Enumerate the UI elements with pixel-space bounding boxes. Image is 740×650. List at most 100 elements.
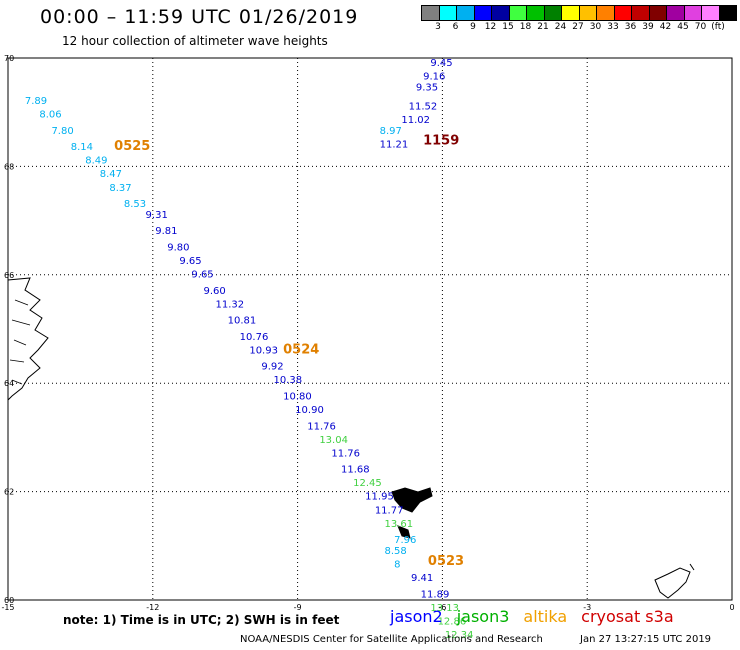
wave-height-value: 9.65 [191, 270, 213, 281]
wave-height-value: 8 [394, 559, 400, 570]
lon-tick-label: -9 [294, 603, 302, 612]
wave-height-value: 8.14 [71, 142, 93, 153]
axis-labels: -15 -12 -9 -6 -3 0 70 68 66 64 62 60 [1, 54, 734, 612]
wave-height-value: 7.80 [51, 126, 73, 137]
wave-height-value: 7.89 [25, 96, 47, 107]
wave-height-value: 12.86 [438, 616, 467, 627]
legend-label: 33 [607, 22, 619, 32]
lon-tick-label: -12 [146, 603, 159, 612]
wave-height-value: 9.92 [261, 362, 283, 373]
legend-label: 15 [502, 22, 514, 32]
satellite-legend: jason2 jason3 altika cryosat s3a [390, 607, 674, 626]
iceland-fjords [9, 299, 31, 385]
wave-height-value: 8.58 [384, 546, 406, 557]
iceland-coast [7, 277, 49, 401]
color-legend [421, 5, 737, 21]
wave-height-value: 10.38 [273, 375, 302, 386]
wave-height-value: 9.81 [155, 226, 177, 237]
legend-label: 6 [452, 22, 459, 32]
legend-label: (ft) [711, 22, 725, 32]
plot-frame [7, 57, 733, 601]
map-grid [7, 57, 733, 601]
wave-height-value: 13.13 [430, 603, 459, 614]
satellite-legend-item: jason2 [390, 607, 443, 626]
wave-height-value: 11.95 [365, 492, 394, 503]
legend-label: 27 [572, 22, 584, 32]
wave-height-value: 13.04 [319, 435, 348, 446]
altimeter-points: 9.45 9.169.35 11.52 11.02 11.21 9.31 9.81 9.80 9… [25, 58, 474, 641]
wave-height-value: 8.97 [380, 126, 402, 137]
legend-swatch [718, 5, 737, 21]
legend-label: 39 [642, 22, 654, 32]
faroe-islands [391, 487, 433, 539]
lon-tick-label: -6 [438, 603, 446, 612]
wave-height-value: 12.34 [445, 630, 474, 641]
wave-height-value: 11.21 [380, 139, 409, 150]
wave-height-value: 11.77 [375, 505, 404, 516]
shetland-islands [654, 563, 695, 599]
lat-tick-label: 60 [4, 596, 14, 605]
wave-height-value: 9.16 [423, 72, 445, 83]
wave-height-value: 10.90 [295, 405, 324, 416]
wave-height-value: 9.31 [146, 210, 168, 221]
legend-label: 9 [470, 22, 476, 32]
lat-tick-label: 62 [4, 488, 14, 497]
wave-height-value: 11.32 [216, 299, 245, 310]
pass-time-label: 0525 [114, 139, 150, 154]
legend-label: 70 [694, 22, 707, 32]
legend-label: 45 [677, 22, 689, 32]
legend-label: 18 [519, 22, 532, 32]
satellite-legend-item: altika [523, 607, 568, 626]
wave-height-value: 8.37 [109, 183, 131, 194]
wave-height-value: 11.76 [331, 448, 360, 459]
wave-height-value: 11.76 [307, 421, 336, 432]
wave-height-value: 11.68 [341, 465, 370, 476]
wave-height-value: 8.53 [124, 199, 146, 210]
lat-tick-label: 70 [4, 54, 14, 63]
legend-label: 21 [537, 22, 549, 32]
pass-time-labels: 11590525052405230522 [114, 134, 464, 569]
wave-height-value: 11.02 [401, 115, 430, 126]
wave-height-value: 8.06 [39, 110, 61, 121]
legend-label: 12 [484, 22, 497, 32]
satellite-legend-item: jason3 [456, 607, 510, 626]
wave-height-value: 9.45 [430, 58, 452, 69]
wave-height-value: 11.52 [409, 101, 438, 112]
wave-height-value: 9.80 [167, 242, 189, 253]
legend-label: 42 [659, 22, 672, 32]
legend-label: 24 [554, 22, 567, 32]
generated-timestamp: Jan 27 13:27:15 UTC 2019 [580, 634, 712, 645]
page-subtitle: 12 hour collection of altimeter wave hei… [62, 34, 328, 48]
color-legend-labels: 3 6 9 12 15 18 21 24 27 30 33 36 39 42 45 70 (ft) [422, 22, 740, 34]
wave-height-value: 10.76 [240, 332, 269, 343]
wave-height-value: 8.47 [100, 169, 122, 180]
landmasses [7, 277, 695, 599]
pass-time-label: 0523 [428, 554, 464, 569]
legend-label: 30 [589, 22, 602, 32]
lon-tick-label: -3 [583, 603, 591, 612]
wave-height-value: 9.60 [203, 286, 225, 297]
wave-height-value: 7.96 [394, 535, 416, 546]
wave-height-value: 10.80 [283, 391, 312, 402]
wave-height-value: 10.81 [228, 316, 257, 327]
page-title: 00:00 – 11:59 UTC 01/26/2019 [40, 6, 359, 28]
lat-tick-label: 68 [4, 162, 14, 171]
credit-text: NOAA/NESDIS Center for Satellite Applica… [240, 634, 543, 645]
pass-time-label: 1159 [423, 134, 459, 149]
pass-time-label: 0524 [283, 342, 319, 357]
footer-note: note: 1) Time is in UTC; 2) SWH is in fe… [63, 613, 340, 627]
lon-tick-label: 0 [729, 603, 734, 612]
wave-height-value: 11.89 [421, 589, 450, 600]
wave-height-value: 12.45 [353, 478, 382, 489]
legend-label: 3 [435, 22, 441, 32]
wave-height-value: 13.61 [384, 519, 413, 530]
wave-height-value: 9.41 [411, 573, 433, 584]
lat-tick-label: 64 [4, 379, 14, 388]
satellite-legend-item: cryosat s3a [581, 607, 674, 626]
wave-height-value: 10.93 [249, 345, 278, 356]
lat-tick-label: 66 [4, 271, 14, 280]
lon-tick-label: -15 [1, 603, 14, 612]
wave-height-value: 8.49 [85, 156, 107, 167]
wave-height-value: 9.35 [416, 83, 438, 94]
